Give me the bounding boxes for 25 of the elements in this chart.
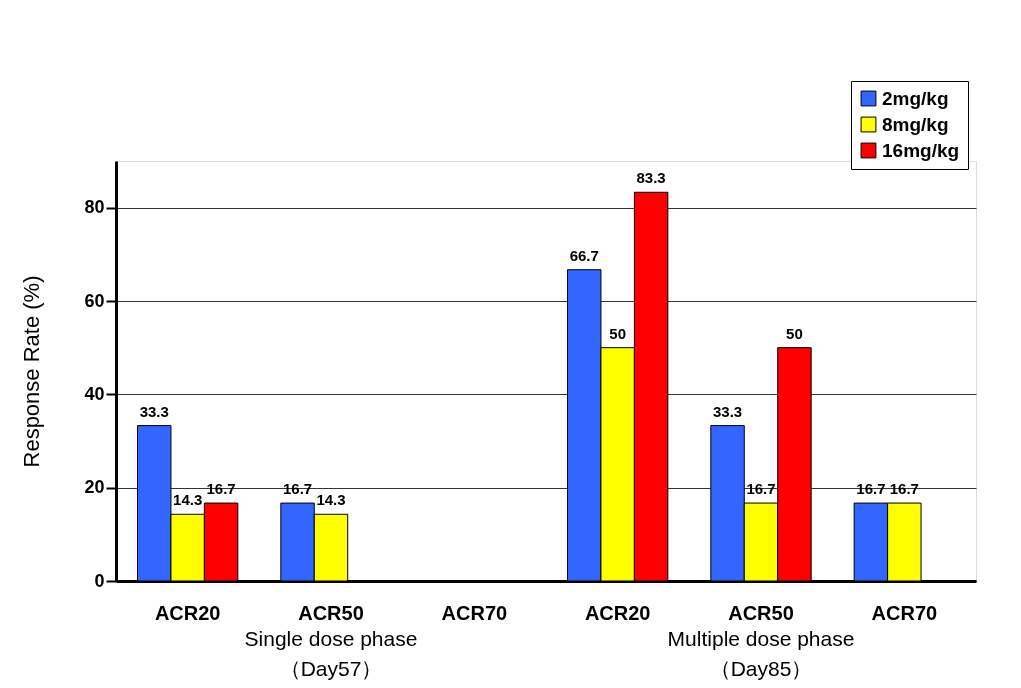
data-label: 33.3 xyxy=(712,402,743,420)
y-tick-label: 80 xyxy=(84,197,105,218)
data-label: 83.3 xyxy=(636,169,666,187)
data-label: 14.3 xyxy=(173,491,203,509)
x-tick-label: ACR50 xyxy=(728,601,794,624)
x-tick-label: ACR20 xyxy=(154,601,221,624)
data-label: 50 xyxy=(609,324,627,342)
legend-label: 16mg/kg xyxy=(882,139,960,161)
text: Single dose phase （Day57） xyxy=(244,627,418,680)
data-label: 66.7 xyxy=(569,246,599,264)
x-tick-label: ACR70 xyxy=(871,601,938,624)
data-label: 33.3 xyxy=(139,402,169,420)
y-axis-title: Response Rate (%) xyxy=(19,275,45,468)
x-tick-label: ACR20 xyxy=(584,601,651,624)
legend-label: 2mg/kg xyxy=(882,87,949,109)
y-tick-label: 20 xyxy=(84,477,105,498)
legend-label: 8mg/kg xyxy=(882,113,949,135)
y-tick-label: 0 xyxy=(94,570,105,591)
x-tick-label: ACR70 xyxy=(441,601,508,624)
text: Multiple dose phase （Day85） xyxy=(667,627,855,680)
y-tick-label: 60 xyxy=(84,290,105,311)
y-tick-label: 40 xyxy=(84,383,105,404)
data-label: 50 xyxy=(786,324,803,342)
data-label: 14.3 xyxy=(316,491,346,509)
x-tick-label: ACR50 xyxy=(298,601,364,624)
